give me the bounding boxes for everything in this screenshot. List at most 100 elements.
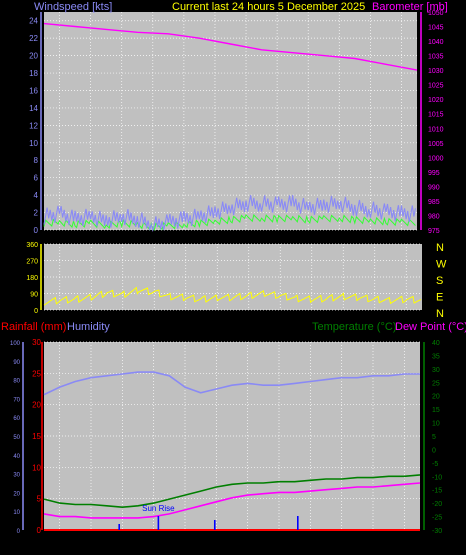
humidity-tick-label: 40	[13, 454, 20, 460]
temperature-tick-label: 40	[432, 340, 440, 347]
compass-label: W	[436, 259, 447, 271]
x-tick-label: 11	[211, 234, 220, 243]
event-marker-label: Sun Rise	[142, 504, 175, 513]
windspeed-tick-label: 10	[29, 139, 38, 148]
temp-humidity-grid	[44, 341, 420, 531]
x-tick-label: 19	[337, 540, 346, 549]
wind-direction-line	[43, 286, 422, 306]
x-tick-label: 23	[400, 540, 409, 549]
temperature-tick-label: -20	[432, 501, 442, 508]
windspeed-tick-label: 20	[29, 52, 38, 61]
x-tick-label: 17	[306, 540, 315, 549]
x-tick-label: 03	[87, 540, 96, 549]
barometer-tick-label: 985	[428, 199, 440, 206]
temp-humidity-series	[43, 371, 421, 531]
temperature-tick-label: 15	[432, 407, 440, 414]
humidity-tick-label: 30	[13, 473, 20, 479]
x-tick-label: 13	[243, 540, 252, 549]
humidity-tick-label: 70	[13, 397, 20, 403]
wind-direction-grid	[44, 243, 422, 311]
temperature-line	[43, 474, 421, 509]
rainfall-tick-label: 25	[32, 369, 41, 378]
barometer-tick-label: 1025	[428, 83, 444, 90]
barometer-tick-label: 990	[428, 184, 440, 191]
temperature-tick-label: -5	[432, 461, 438, 468]
barometer-tick-label: 975	[428, 228, 440, 235]
windspeed-tick-label: 4	[34, 191, 39, 200]
x-tick-label: 21	[366, 234, 375, 243]
x-tick-label: 05	[118, 540, 127, 549]
temperature-tick-label: -15	[432, 488, 442, 495]
temperature-tick-label: 5	[432, 434, 436, 441]
x-tick-label: 09	[181, 540, 190, 549]
windspeed-tick-label: 22	[29, 34, 38, 43]
windspeed-tick-label: 8	[34, 156, 39, 165]
dew-point-line	[43, 482, 421, 519]
compass-label: N	[436, 308, 444, 320]
humidity-tick-label: 10	[13, 510, 20, 516]
event-marker-label: HighTide	[199, 539, 231, 548]
humidity-tick-label: 20	[13, 491, 20, 497]
rainfall-tick-label: 20	[32, 401, 41, 410]
x-tick-label: 23	[397, 234, 406, 243]
windspeed-tick-label: 16	[29, 86, 38, 95]
x-tick-label: 05	[117, 234, 126, 243]
barometer-tick-label: 1000	[428, 155, 444, 162]
x-tick-label: 01	[55, 234, 64, 243]
humidity-tick-label: 90	[13, 360, 20, 366]
wind-baro-grid	[44, 12, 417, 231]
rainfall-tick-label: 10	[32, 463, 41, 472]
rainfall-tick-label: 0	[37, 526, 42, 535]
barometer-tick-label: 1050	[428, 10, 444, 17]
x-tick-label: 21	[369, 540, 378, 549]
barometer-tick-label: 1005	[428, 141, 444, 148]
x-tick-label: 15	[275, 540, 284, 549]
barometer-tick-label: 1020	[428, 97, 444, 104]
temperature-tick-label: 0	[432, 447, 436, 454]
x-tick-label: 11	[212, 540, 221, 549]
temperature-tick-label: 25	[432, 380, 440, 387]
barometer-tick-label: 1040	[428, 39, 444, 46]
wind-baro-ticks: 01 03 05 07 09 11 13 15 17 19 21 230246810121416182…	[29, 10, 444, 243]
gust-line	[43, 214, 416, 231]
x-tick-label: 17	[304, 234, 313, 243]
humidity-tick-label: 0	[17, 529, 21, 535]
x-tick-label: 19	[335, 234, 344, 243]
compass-label: S	[436, 275, 443, 287]
windspeed-tick-label: 14	[29, 104, 38, 113]
temperature-axis-title: Temperature (°C)	[312, 321, 396, 333]
chart-title: Current last 24 hours 5 December 2025	[172, 1, 365, 13]
x-tick-label: 09	[179, 234, 188, 243]
x-tick-label: 07	[149, 540, 158, 549]
temperature-tick-label: 20	[432, 394, 440, 401]
windspeed-tick-label: 2	[34, 209, 39, 218]
rainfall-tick-label: 30	[32, 338, 41, 347]
x-tick-label: 07	[148, 234, 157, 243]
temperature-tick-label: 35	[432, 353, 440, 360]
compass-label: N	[436, 242, 444, 254]
event-marker-label: LowTide	[104, 539, 134, 548]
windspeed-line	[43, 194, 416, 232]
temperature-tick-label: 30	[432, 367, 440, 374]
direction-tick-label: 360	[26, 242, 38, 249]
x-tick-label: 03	[86, 234, 95, 243]
windspeed-axis-title: Windspeed [kts]	[34, 1, 112, 13]
windspeed-tick-label: 24	[29, 17, 38, 26]
rainfall-axis-title: Rainfall (mm)	[1, 321, 66, 333]
barometer-tick-label: 1035	[428, 54, 444, 61]
temperature-tick-label: -25	[432, 515, 442, 522]
temperature-tick-label: -10	[432, 474, 442, 481]
humidity-tick-label: 50	[13, 435, 20, 441]
dewpoint-axis-title: Dew Point (°C)	[395, 321, 466, 333]
x-tick-label: 13	[242, 234, 251, 243]
windspeed-tick-label: 12	[29, 121, 38, 130]
direction-tick-label: 270	[26, 259, 38, 266]
compass-label: E	[436, 292, 443, 304]
humidity-line	[43, 371, 420, 396]
windspeed-tick-label: 18	[29, 69, 38, 78]
wind-baro-plot-area	[44, 12, 417, 230]
wind-direction-series	[43, 286, 422, 306]
barometer-line	[43, 22, 418, 71]
